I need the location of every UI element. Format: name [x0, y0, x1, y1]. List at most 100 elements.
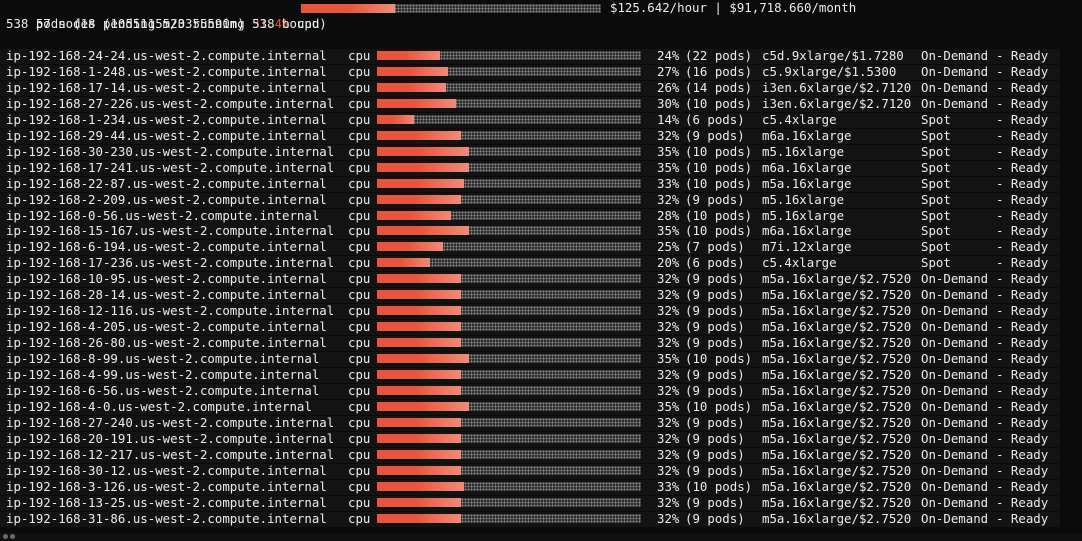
header-summary-line: 57 nodes (1055115m/3355590m) 31.4% cpu — [6, 0, 320, 31]
node-row: ip-192-168-22-87.us-west-2.compute.inter… — [0, 176, 1082, 192]
cpu-usage-bar-fill — [377, 178, 465, 188]
usage-percent: 32% — [657, 510, 680, 526]
instance-type: m5a.16xlarge/$2.7520 — [762, 335, 912, 351]
resource-label: cpu — [348, 79, 371, 95]
node-status: - Ready — [996, 430, 1049, 446]
usage-percent: 32% — [657, 319, 680, 335]
pod-count: (9 pods) — [685, 430, 745, 446]
capacity-type: Spot — [921, 175, 951, 191]
cpu-usage-bar — [377, 178, 641, 188]
cpu-usage-bar — [377, 513, 641, 523]
usage-percent: 35% — [657, 398, 680, 414]
resource-label: cpu — [348, 239, 371, 255]
node-name: ip-192-168-4-0.us-west-2.compute.interna… — [6, 398, 312, 414]
node-name: ip-192-168-31-86.us-west-2.compute.inter… — [6, 510, 327, 526]
instance-type: m5.16xlarge — [762, 191, 845, 207]
instance-type: m6a.16xlarge — [762, 159, 852, 175]
pod-count: (10 pods) — [685, 398, 753, 414]
cpu-usage-bar — [377, 433, 641, 443]
pod-count: (10 pods) — [685, 478, 753, 494]
instance-type: m6a.16xlarge — [762, 223, 852, 239]
node-row: ip-192-168-15-167.us-west-2.compute.inte… — [0, 223, 1082, 239]
instance-type: m5a.16xlarge/$2.7520 — [762, 287, 912, 303]
resource-label: cpu — [348, 255, 371, 271]
pod-count: (10 pods) — [685, 95, 753, 111]
cpu-usage-bar-fill — [377, 226, 470, 236]
usage-percent: 32% — [657, 382, 680, 398]
node-status: - Ready — [996, 319, 1049, 335]
capacity-type: Spot — [921, 111, 951, 127]
cpu-usage-bar-fill — [377, 497, 462, 507]
resource-label: cpu — [348, 271, 371, 287]
cpu-usage-bar-fill — [377, 417, 462, 427]
pod-count: (9 pods) — [685, 367, 745, 382]
node-status: - Ready — [996, 271, 1049, 287]
node-row: ip-192-168-29-44.us-west-2.compute.inter… — [0, 128, 1082, 144]
resource-label: cpu — [348, 159, 371, 175]
resource-label: cpu — [348, 191, 371, 207]
instance-type: m5a.16xlarge/$2.7520 — [762, 303, 912, 319]
capacity-type: On-Demand — [921, 303, 989, 319]
pod-count: (9 pods) — [685, 287, 745, 303]
node-name: ip-192-168-30-230.us-west-2.compute.inte… — [6, 143, 335, 159]
node-row: ip-192-168-24-24.us-west-2.compute.inter… — [0, 48, 1082, 64]
instance-type: m5a.16xlarge/$2.7520 — [762, 414, 912, 430]
usage-percent: 32% — [657, 287, 680, 303]
cpu-usage-bar — [377, 226, 641, 236]
capacity-type: On-Demand — [921, 351, 989, 367]
cpu-usage-bar-fill — [377, 82, 446, 92]
usage-percent: 32% — [657, 430, 680, 446]
capacity-type: On-Demand — [921, 271, 989, 287]
cpu-usage-bar — [377, 338, 641, 348]
cluster-cpu-bar — [301, 4, 601, 13]
cpu-usage-bar — [377, 162, 641, 172]
node-name: ip-192-168-2-209.us-west-2.compute.inter… — [6, 191, 327, 207]
usage-percent: 24% — [657, 48, 680, 63]
instance-type: m5a.16xlarge/$2.7520 — [762, 494, 912, 510]
capacity-type: On-Demand — [921, 335, 989, 351]
node-status: - Ready — [996, 462, 1049, 478]
cpu-usage-bar — [377, 274, 641, 284]
usage-percent: 32% — [657, 462, 680, 478]
instance-type: m5a.16xlarge/$2.7520 — [762, 478, 912, 494]
cpu-usage-bar-fill — [377, 433, 462, 443]
cpu-usage-bar — [377, 51, 641, 60]
pod-count: (14 pods) — [685, 79, 753, 95]
capacity-type: On-Demand — [921, 367, 989, 382]
pod-count: (9 pods) — [685, 303, 745, 319]
cpu-usage-bar — [377, 306, 641, 316]
capacity-type: On-Demand — [921, 79, 989, 95]
capacity-type: On-Demand — [921, 95, 989, 111]
pod-count: (9 pods) — [685, 510, 745, 526]
instance-type: m5a.16xlarge/$2.7520 — [762, 446, 912, 462]
instance-type: m5a.16xlarge/$2.7520 — [762, 382, 912, 398]
cpu-usage-bar — [377, 146, 641, 156]
cpu-usage-bar-fill — [377, 194, 462, 204]
cpu-usage-bar-fill — [377, 322, 462, 332]
cpu-usage-bar — [377, 290, 641, 300]
node-name: ip-192-168-8-99.us-west-2.compute.intern… — [6, 351, 320, 367]
capacity-type: On-Demand — [921, 478, 989, 494]
node-status: - Ready — [996, 494, 1049, 510]
node-status: - Ready — [996, 191, 1049, 207]
cpu-usage-bar — [377, 82, 641, 92]
node-row: ip-192-168-12-217.us-west-2.compute.inte… — [0, 447, 1082, 463]
cpu-usage-bar — [377, 322, 641, 332]
cpu-usage-bar-fill — [377, 130, 462, 140]
node-row: ip-192-168-17-236.us-west-2.compute.inte… — [0, 255, 1082, 271]
pod-count: (16 pods) — [685, 63, 753, 79]
capacity-type: On-Demand — [921, 319, 989, 335]
cpu-usage-bar — [377, 98, 641, 108]
resource-label: cpu — [348, 319, 371, 335]
cpu-usage-bar-fill — [377, 385, 462, 395]
cpu-usage-bar — [377, 114, 641, 124]
node-name: ip-192-168-6-56.us-west-2.compute.intern… — [6, 382, 320, 398]
instance-type: m5a.16xlarge/$2.7520 — [762, 398, 912, 414]
node-name: ip-192-168-30-12.us-west-2.compute.inter… — [6, 462, 327, 478]
pod-count: (9 pods) — [685, 462, 745, 478]
capacity-type: On-Demand — [921, 414, 989, 430]
node-status: - Ready — [996, 255, 1049, 271]
node-status: - Ready — [996, 63, 1049, 79]
cpu-label: cpu — [296, 16, 320, 31]
node-name: ip-192-168-27-240.us-west-2.compute.inte… — [6, 414, 335, 430]
